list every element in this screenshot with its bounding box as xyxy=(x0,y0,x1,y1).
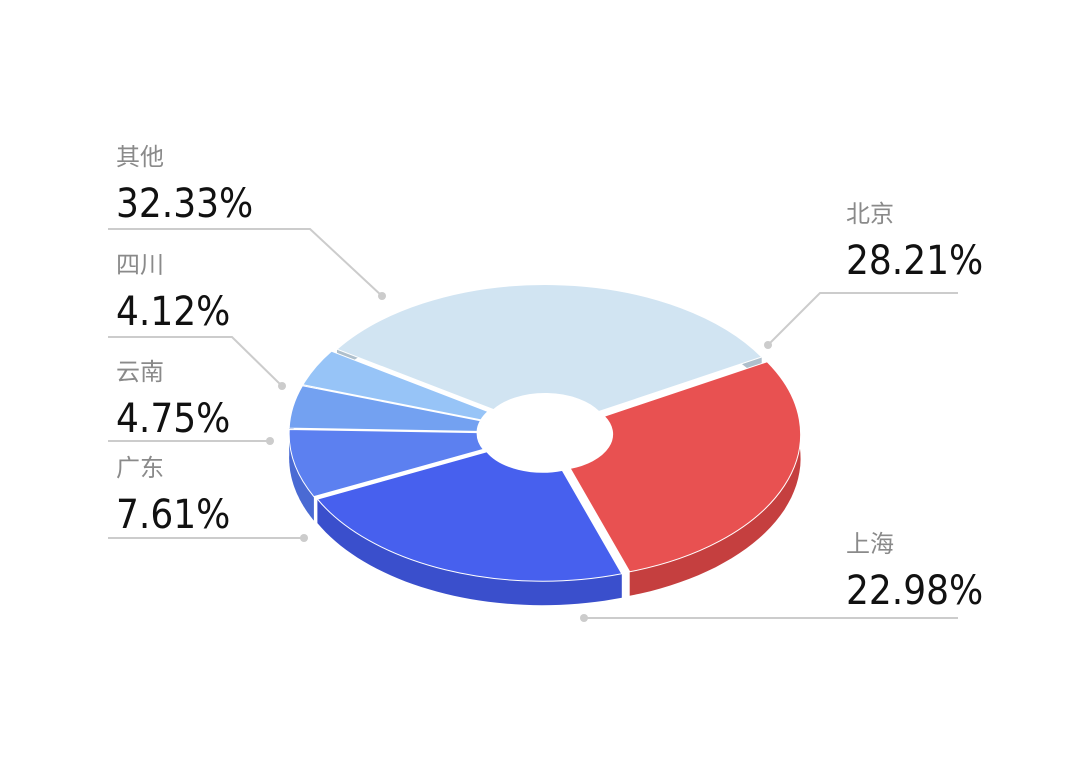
slice-side-1 xyxy=(317,499,622,606)
leader-line-5 xyxy=(108,228,383,297)
slice-3 xyxy=(288,385,482,432)
slice-value-1: 22.98% xyxy=(846,568,983,614)
slice-value-5: 32.33% xyxy=(116,181,253,227)
slice-side-0 xyxy=(629,361,801,596)
leader-dot-4 xyxy=(278,382,286,390)
label-3: 云南 4.75% xyxy=(108,358,274,445)
label-0: 北京 28.21% xyxy=(764,200,983,349)
slice-label-4: 四川 xyxy=(116,251,164,279)
leader-line-4 xyxy=(108,336,283,387)
pie-labels: 北京 28.21% 上海 22.98% 广东 7.61% 云南 4.75% 四川 4.12% 其他 3… xyxy=(108,143,983,622)
slice-label-5: 其他 xyxy=(116,143,164,171)
label-4: 四川 4.12% xyxy=(108,251,286,390)
slice-label-3: 云南 xyxy=(116,358,164,386)
slice-label-0: 北京 xyxy=(846,200,894,228)
slice-side-2 xyxy=(289,429,314,521)
slice-4 xyxy=(302,350,489,421)
label-5: 其他 32.33% xyxy=(108,143,386,300)
leader-line-0 xyxy=(767,292,958,346)
slice-label-2: 广东 xyxy=(116,454,164,482)
slice-value-2: 7.61% xyxy=(116,492,230,538)
slice-2 xyxy=(288,428,485,498)
slice-label-1: 上海 xyxy=(846,530,894,558)
slice-value-3: 4.75% xyxy=(116,396,230,442)
donut-hole xyxy=(491,403,599,463)
leader-dot-5 xyxy=(378,292,386,300)
label-2: 广东 7.61% xyxy=(108,454,308,542)
leader-dot-2 xyxy=(300,534,308,542)
label-1: 上海 22.98% xyxy=(580,530,983,622)
slice-1 xyxy=(316,451,623,582)
slice-value-0: 28.21% xyxy=(846,238,983,284)
leader-dot-0 xyxy=(764,341,772,349)
leader-dot-3 xyxy=(266,437,274,445)
slice-0 xyxy=(569,361,802,573)
slice-value-4: 4.12% xyxy=(116,289,230,335)
slice-5 xyxy=(336,284,763,413)
pie-slices xyxy=(288,284,802,606)
leader-dot-1 xyxy=(580,614,588,622)
